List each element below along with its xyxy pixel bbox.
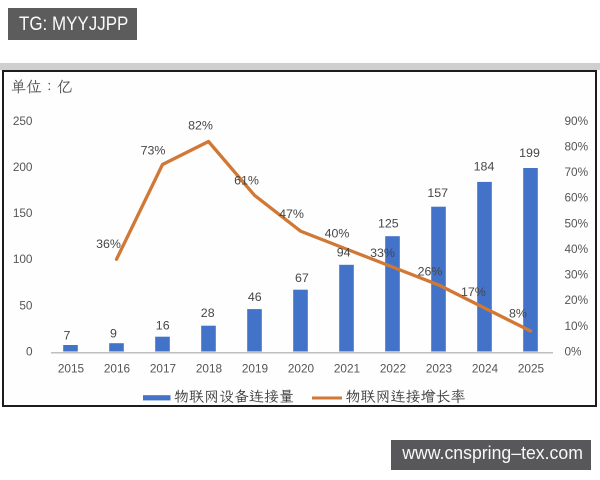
svg-text:94: 94 bbox=[337, 245, 351, 259]
svg-text:9: 9 bbox=[110, 326, 117, 340]
svg-text:33%: 33% bbox=[370, 246, 395, 260]
svg-text:2020: 2020 bbox=[288, 361, 315, 375]
svg-text:36%: 36% bbox=[96, 237, 121, 251]
svg-text:28: 28 bbox=[201, 306, 215, 320]
svg-text:2018: 2018 bbox=[196, 361, 223, 375]
svg-text:150: 150 bbox=[13, 206, 33, 220]
svg-text:7: 7 bbox=[64, 328, 71, 342]
svg-text:67: 67 bbox=[295, 271, 309, 285]
svg-text:40%: 40% bbox=[325, 226, 350, 240]
svg-text:73%: 73% bbox=[141, 143, 166, 157]
svg-text:16: 16 bbox=[156, 318, 170, 332]
svg-text:2019: 2019 bbox=[242, 361, 268, 375]
svg-text:8%: 8% bbox=[509, 306, 527, 320]
svg-text:30%: 30% bbox=[565, 268, 589, 282]
svg-text:157: 157 bbox=[427, 186, 448, 200]
svg-text:0%: 0% bbox=[565, 344, 583, 358]
svg-text:199: 199 bbox=[519, 146, 540, 160]
svg-text:70%: 70% bbox=[565, 165, 589, 179]
svg-text:80%: 80% bbox=[565, 140, 589, 154]
svg-text:2024: 2024 bbox=[472, 361, 499, 375]
svg-text:2016: 2016 bbox=[104, 361, 131, 375]
svg-text:61%: 61% bbox=[234, 173, 259, 187]
svg-text:60%: 60% bbox=[565, 191, 589, 205]
svg-text:250: 250 bbox=[13, 114, 33, 128]
svg-text:2022: 2022 bbox=[380, 361, 406, 375]
svg-text:2023: 2023 bbox=[426, 361, 453, 375]
svg-text:0: 0 bbox=[26, 344, 33, 358]
svg-text:125: 125 bbox=[378, 217, 399, 231]
svg-text:50: 50 bbox=[19, 298, 33, 312]
svg-text:82%: 82% bbox=[188, 118, 213, 132]
svg-text:2021: 2021 bbox=[334, 361, 360, 375]
svg-text:17%: 17% bbox=[461, 285, 486, 299]
svg-text:2017: 2017 bbox=[150, 361, 176, 375]
svg-text:47%: 47% bbox=[279, 207, 304, 221]
svg-text:26%: 26% bbox=[418, 264, 443, 278]
svg-text:184: 184 bbox=[474, 159, 495, 173]
svg-text:50%: 50% bbox=[565, 216, 589, 230]
svg-text:2015: 2015 bbox=[58, 361, 85, 375]
svg-text:46: 46 bbox=[248, 290, 262, 304]
svg-text:40%: 40% bbox=[565, 242, 589, 256]
svg-text:20%: 20% bbox=[565, 293, 589, 307]
svg-text:2025: 2025 bbox=[518, 361, 545, 375]
svg-text:100: 100 bbox=[13, 252, 33, 266]
svg-text:200: 200 bbox=[13, 160, 33, 174]
svg-text:90%: 90% bbox=[565, 114, 589, 128]
svg-text:10%: 10% bbox=[565, 319, 589, 333]
